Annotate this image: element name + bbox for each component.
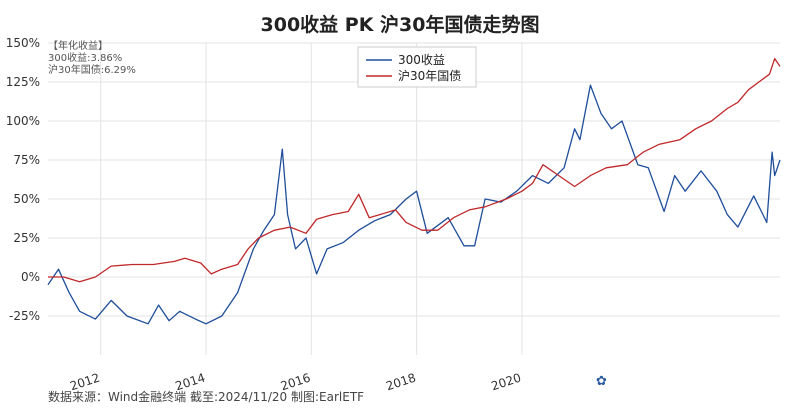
y-tick-label: 100%	[6, 114, 40, 128]
watermark-logo-icon: ✿	[596, 374, 607, 389]
series-line-1	[48, 57, 781, 283]
y-tick-label: 75%	[13, 153, 40, 167]
y-tick-label: 50%	[13, 192, 40, 206]
series-line-0	[47, 84, 781, 325]
annualized-return-box: 【年化收益】 300收益:3.86% 沪30年国债:6.29%	[48, 41, 136, 77]
chart-title: 300收益 PK 沪30年国债走势图	[260, 14, 540, 36]
legend-box	[357, 46, 477, 88]
y-tick-label: 125%	[6, 75, 40, 89]
y-tick-label: -25%	[9, 309, 40, 323]
legend-label-1: 沪30年国债	[398, 69, 461, 83]
axis-layer: -25%0%25%50%75%100%125%150%2012 2014 2016 2…	[6, 36, 523, 393]
series-layer	[47, 57, 781, 325]
annotation-line-300: 300收益:3.86%	[48, 53, 123, 64]
annotation-line-bond: 沪30年国债:6.29%	[48, 65, 136, 76]
footer-source-text: 数据来源：Wind金融终端 截至:2024/11/20 制图:EarlETF	[48, 390, 365, 404]
annotation-header: 【年化收益】	[48, 41, 108, 52]
y-tick-label: 0%	[21, 270, 40, 284]
legend-label-0: 300收益	[398, 53, 445, 67]
x-tick-label: 2020	[490, 371, 523, 394]
grid-layer	[48, 42, 780, 355]
y-tick-label: 25%	[13, 231, 40, 245]
x-tick-label: 2018	[384, 371, 417, 394]
y-tick-label: 150%	[6, 36, 40, 50]
